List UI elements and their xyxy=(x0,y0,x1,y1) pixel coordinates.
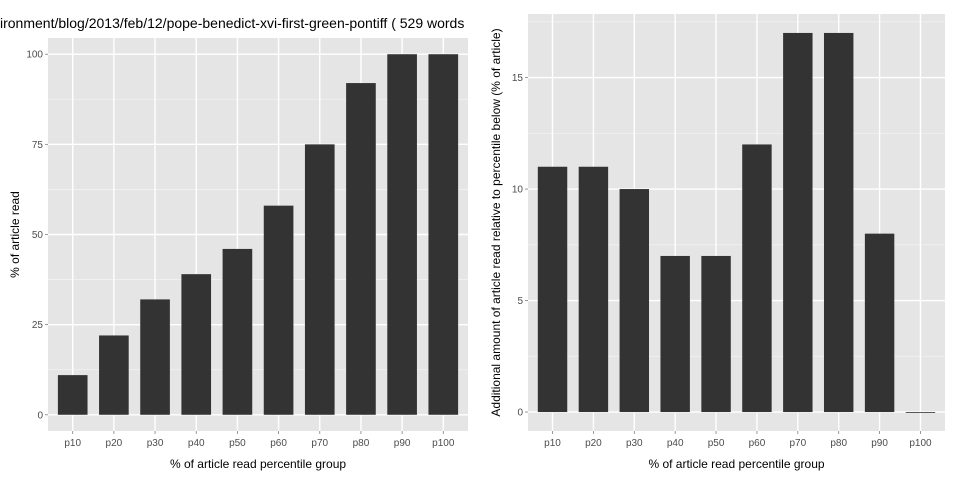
x-tick-label: p30 xyxy=(147,438,164,449)
bar-p100 xyxy=(428,54,459,415)
bar-p40 xyxy=(660,255,690,413)
x-axis-title: % of article read percentile group xyxy=(648,457,824,471)
chart-title: ironment/blog/2013/feb/12/pope-benedict-… xyxy=(0,15,464,31)
bar-p20 xyxy=(99,335,129,415)
left-chart: 0 25 50 75 100 p10 p20 p30 p40 p50 p60 p70 p80 p90 p10… xyxy=(8,38,468,471)
bar-p70 xyxy=(304,144,335,415)
bar-p50 xyxy=(701,255,731,413)
bar-p60 xyxy=(742,144,772,413)
x-tick-label: p90 xyxy=(871,438,888,449)
bar-p30 xyxy=(140,299,170,415)
y-tick-label: 0 xyxy=(517,408,523,419)
bar-p90 xyxy=(864,233,895,413)
y-tick-label: 75 xyxy=(32,140,44,151)
x-tick-label: p60 xyxy=(270,438,287,449)
x-tick-label: p40 xyxy=(667,438,684,449)
x-tick-label: p90 xyxy=(394,438,411,449)
y-tick-label: 5 xyxy=(517,296,523,307)
y-tick-label: 100 xyxy=(26,50,43,61)
bar-p10 xyxy=(537,166,568,413)
bar-p80 xyxy=(823,32,854,413)
bar-p70 xyxy=(783,32,813,413)
x-tick-label: p100 xyxy=(432,438,455,449)
bar-p50 xyxy=(222,248,253,415)
bar-p90 xyxy=(387,54,417,415)
x-axis-title: % of article read percentile group xyxy=(170,457,346,471)
right-chart: 0 5 10 15 p10 p20 p30 p40 p50 p60 p70 p80 p90 p100 % o… xyxy=(489,14,945,471)
bar-p40 xyxy=(181,274,212,415)
y-axis-title: Additional amount of article read relati… xyxy=(489,28,503,416)
x-tick-label: p20 xyxy=(106,438,123,449)
x-tick-label: p10 xyxy=(544,438,561,449)
bar-p10 xyxy=(57,375,88,415)
x-tick-label: p40 xyxy=(188,438,205,449)
x-tick-label: p50 xyxy=(229,438,246,449)
y-tick-label: 50 xyxy=(32,230,44,241)
x-tick-label: p80 xyxy=(830,438,847,449)
x-tick-label: p30 xyxy=(626,438,643,449)
x-tick-label: p70 xyxy=(311,438,328,449)
y-tick-label: 15 xyxy=(512,73,524,84)
bar-p60 xyxy=(263,205,294,415)
y-tick-label: 0 xyxy=(37,410,43,421)
y-tick-label: 10 xyxy=(512,185,524,196)
bar-p30 xyxy=(619,189,650,413)
bar-p20 xyxy=(578,166,609,413)
x-tick-label: p10 xyxy=(64,438,81,449)
y-axis-title: % of article read xyxy=(8,191,22,278)
x-tick-label: p80 xyxy=(353,438,370,449)
bar-p100 xyxy=(905,412,936,413)
x-tick-label: p70 xyxy=(789,438,806,449)
x-tick-label: p20 xyxy=(585,438,602,449)
y-tick-label: 25 xyxy=(32,320,44,331)
x-tick-label: p100 xyxy=(909,438,932,449)
x-tick-label: p50 xyxy=(708,438,725,449)
bar-p80 xyxy=(346,83,376,415)
x-tick-label: p60 xyxy=(749,438,766,449)
